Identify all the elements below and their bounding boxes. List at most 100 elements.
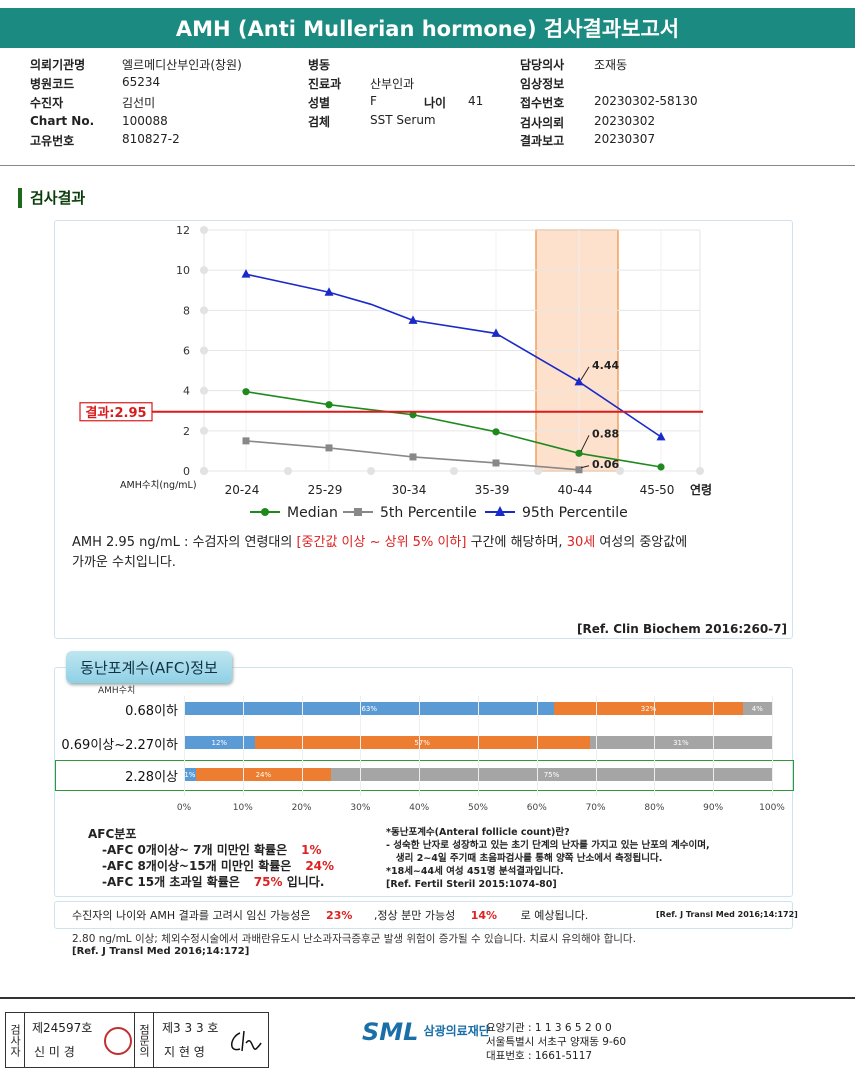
afc-x-tick: 90%: [703, 803, 724, 813]
info-label: 담당의사: [520, 58, 565, 72]
afc-note-line: - 성숙한 난자로 성장하고 있는 초기 단계의 난자를 가지고 있는 난포의 …: [386, 840, 710, 851]
org-info: 요양기관 : 1 1 3 6 5 2 0 0 서울특별시 서초구 양재동 9-60…: [486, 1021, 626, 1063]
data-annotation: 4.44: [592, 359, 619, 372]
afc-dist-text: -AFC 8개이상~15개 미만인 확률은: [102, 859, 292, 873]
y-tick-label: 2: [183, 425, 190, 438]
afc-dist-value: 24%: [305, 859, 335, 873]
ohss-text: 2.80 ng/mL 이상; 체외수정시술에서 과배란유도시 난소과자극증후군 …: [72, 933, 636, 945]
afc-dist-suffix: 입니다.: [282, 875, 325, 889]
pregnancy-ref: [Ref. J Transl Med 2016;14:172]: [656, 910, 798, 919]
legend-label: 5th Percentile: [380, 505, 477, 521]
info-label: 병동: [308, 58, 331, 72]
afc-grid-line: [419, 696, 421, 796]
interp-part2: 구간에 해당하며,: [466, 535, 567, 550]
data-point: [325, 444, 333, 452]
afc-tab: 동난포계수(AFC)정보: [66, 651, 232, 683]
y-tick-label: 6: [183, 345, 190, 358]
afc-bar-segment: 31%: [589, 736, 772, 749]
afc-note-line: [Ref. Fertil Steril 2015:1074-80]: [386, 879, 557, 890]
x-tick-marker: [450, 467, 458, 475]
x-tick-marker: [284, 467, 292, 475]
legend-marker: [354, 508, 362, 516]
afc-dist-line: -AFC 0개이상~ 7개 미만인 확률은 1%: [102, 842, 334, 858]
pregnancy-part2: ,정상 분만 가능성: [373, 909, 456, 922]
afc-dist-text: -AFC 15개 초과일 확률은: [102, 875, 240, 889]
x-tick-label: 35-39: [475, 483, 510, 497]
legend-marker: [495, 506, 505, 516]
afc-dist-text: -AFC 0개이상~ 7개 미만인 확률은: [102, 843, 288, 857]
interpretation-ref: [Ref. Clin Biochem 2016:260-7]: [577, 622, 787, 636]
data-annotation: 0.06: [592, 458, 619, 471]
afc-bar-segment: 32%: [554, 702, 743, 715]
signature-box: 검사자 제24597호 신 미 경 점문의 제3 3 3 호 지 현 영: [5, 1012, 269, 1068]
tester-license: 제24597호: [32, 1021, 93, 1035]
x-tick-label: 45-50: [640, 483, 675, 497]
tester-seal: [104, 1027, 132, 1055]
afc-grid-line: [478, 696, 479, 796]
series-line: [245, 390, 662, 468]
afc-row-label: 0.68이하: [125, 704, 178, 719]
org-info-line: 대표번호 : 1661-5117: [486, 1050, 593, 1062]
info-label: 의뢰기관명: [30, 58, 86, 72]
pregnancy-part3: 로 예상됩니다.: [520, 909, 589, 922]
info-value: 엘르메디산부인과(창원): [122, 58, 242, 72]
afc-grid-line: [242, 696, 244, 796]
info-value: 김선미: [122, 96, 156, 110]
info-value: 산부인과: [370, 77, 415, 91]
afc-note-line: 생리 2~4일 주기때 초음파검사를 통해 양쪽 난소에서 측정됩니다.: [386, 853, 663, 864]
afc-note-line: *동난포계수(Anteral follicle count)란?: [386, 827, 570, 838]
checker-label: 점문의: [134, 1013, 154, 1067]
org-info-line: 요양기관 : 1 1 3 6 5 2 0 0: [486, 1022, 612, 1034]
data-point: [409, 453, 417, 461]
afc-selected-row: [55, 760, 794, 791]
interp-part3: 여성의 중앙값에: [595, 535, 688, 550]
afc-bar-segment: 4%: [742, 702, 772, 715]
data-point: [574, 376, 584, 386]
info-value: F: [370, 94, 377, 108]
x-tick-marker: [534, 467, 542, 475]
interp-line2: 가까운 수치입니다.: [72, 555, 176, 570]
info-value: SST Serum: [370, 113, 436, 127]
data-point: [492, 428, 500, 436]
info-value: 조재동: [594, 58, 628, 72]
info-value: 20230302: [594, 114, 656, 128]
y-tick-label: 10: [176, 264, 190, 277]
interp-age: 30세: [566, 535, 596, 550]
checker-name: 지 현 영: [164, 1045, 205, 1059]
data-point: [575, 449, 583, 457]
afc-x-tick: 30%: [350, 803, 371, 813]
result-label-box: [79, 402, 153, 422]
afc-grid-line: [595, 696, 597, 796]
afc-x-tick: 100%: [759, 803, 785, 813]
afc-grid-line: [713, 696, 715, 796]
afc-note: *동난포계수(Anteral follicle count)란? - 성숙한 난자…: [386, 826, 710, 891]
info-label: Chart No.: [30, 114, 95, 128]
afc-x-tick: 80%: [644, 803, 665, 813]
afc-bar-segment: 75%: [331, 768, 772, 781]
afc-dist-line: -AFC 15개 초과일 확률은 75% 입니다.: [102, 874, 334, 890]
info-label: 수진자: [30, 96, 64, 110]
info-label: 결과보고: [520, 134, 565, 148]
afc-grid-line: [360, 696, 362, 796]
pregnancy-box: [54, 901, 793, 929]
afc-note-line: *18세~44세 여성 451명 분석결과입니다.: [386, 866, 564, 877]
x-tick-marker: [200, 467, 208, 475]
afc-dist-value: 75%: [253, 875, 283, 889]
info-label: 임상정보: [520, 77, 565, 91]
data-point: [242, 388, 250, 396]
afc-x-tick: 50%: [467, 803, 488, 813]
result-panel: [54, 220, 793, 639]
data-point: [575, 466, 583, 474]
afc-bar-segment: 24%: [195, 768, 331, 781]
data-annotation: 0.88: [592, 427, 619, 440]
pregnancy-value: 23%: [326, 909, 353, 922]
info-label: 접수번호: [520, 96, 565, 110]
data-point: [657, 463, 665, 471]
info-label: 진료과: [308, 77, 342, 91]
data-point: [325, 401, 333, 409]
org-info-line: 서울특별시 서초구 양재동 9-60: [486, 1036, 627, 1048]
afc-dist-title: AFC분포: [88, 827, 137, 841]
interp-range: [중간값 이상 ~ 상위 5% 이하]: [296, 535, 467, 550]
delivery-value: 14%: [470, 909, 498, 922]
data-point: [242, 437, 250, 445]
